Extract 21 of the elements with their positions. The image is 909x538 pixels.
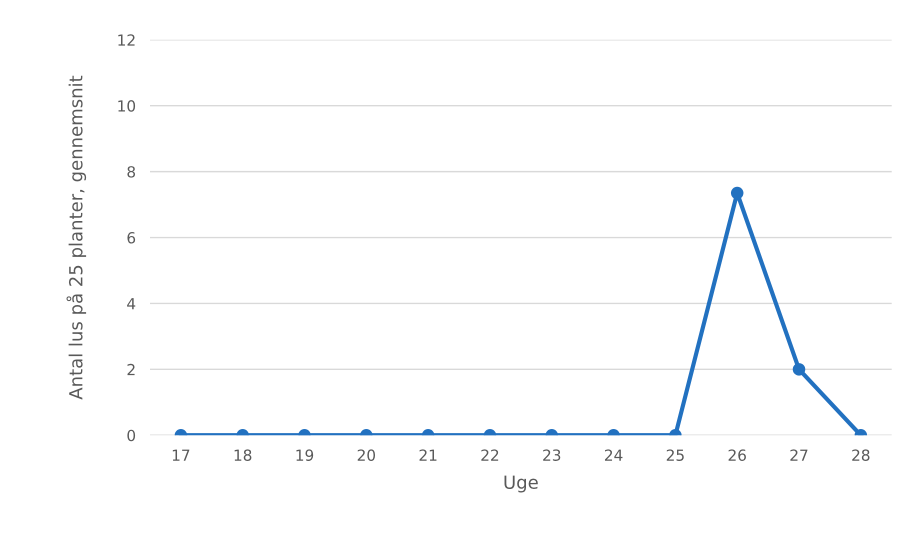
x-axis-title: Uge xyxy=(504,476,538,492)
y-tick-label: 0 xyxy=(127,430,136,442)
y-tick-label: 4 xyxy=(127,298,136,310)
y-tick-label: 12 xyxy=(118,34,135,46)
x-tick-label: 28 xyxy=(852,449,870,461)
x-tick-label: 18 xyxy=(234,449,252,461)
x-tick-label: 27 xyxy=(790,449,808,461)
y-tick-label: 6 xyxy=(127,232,136,244)
y-tick-label: 2 xyxy=(127,364,135,376)
x-tick-label: 22 xyxy=(481,449,498,461)
y-axis-title: Antal lus på 25 planter, gennemsnit xyxy=(66,76,86,400)
y-tick-label: 10 xyxy=(118,100,136,112)
x-tick-label: 26 xyxy=(728,449,746,461)
x-tick-label: 23 xyxy=(543,449,560,461)
x-tick-label: 24 xyxy=(604,449,622,461)
x-tick-label: 21 xyxy=(420,449,436,461)
x-tick-label: 19 xyxy=(296,449,314,461)
x-tick-label: 25 xyxy=(666,449,684,461)
y-tick-label: 8 xyxy=(127,166,136,178)
x-tick-label: 20 xyxy=(358,449,376,461)
x-tick-label: 17 xyxy=(172,450,190,461)
